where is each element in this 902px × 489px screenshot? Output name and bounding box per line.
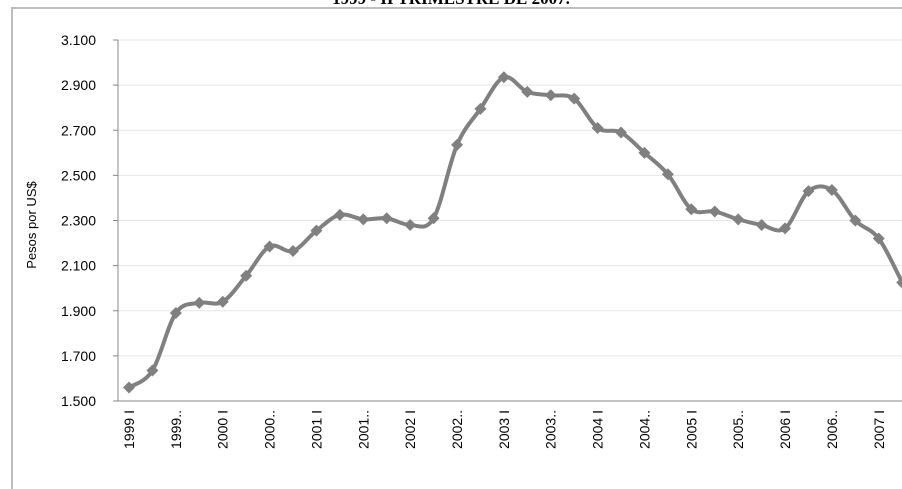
x-tick-label: 2001.. — [355, 410, 371, 449]
x-tick-label: 1999.. — [168, 410, 184, 449]
data-point — [169, 307, 182, 320]
y-tick-label: 2.300 — [61, 213, 96, 229]
data-point — [427, 212, 440, 225]
data-point — [896, 276, 902, 289]
data-point — [568, 92, 581, 105]
x-tick-label: 2004 I — [590, 410, 606, 449]
data-point — [872, 232, 885, 245]
data-point — [779, 222, 792, 235]
data-point — [685, 203, 698, 216]
x-tick-label: 2005.. — [730, 410, 746, 449]
y-tick-label: 3.100 — [61, 32, 96, 48]
data-point — [708, 205, 721, 218]
data-point — [357, 213, 370, 226]
chart-title: 1999 - II TRIMESTRE DE 2007. — [332, 0, 570, 8]
data-point — [193, 296, 206, 309]
data-point — [521, 85, 534, 98]
x-tick-label: 2007 I — [871, 410, 887, 449]
y-tick-label: 1.900 — [61, 303, 96, 319]
x-tick-label: 2006.. — [824, 410, 840, 449]
data-point — [755, 219, 768, 232]
y-axis-label: Pesos por US$ — [24, 181, 39, 269]
y-tick-label: 1.500 — [61, 393, 96, 409]
x-tick-label: 2004.. — [636, 410, 652, 449]
data-point — [638, 146, 651, 159]
x-tick-label: 2003 I — [496, 410, 512, 449]
data-point — [825, 184, 838, 197]
data-point — [216, 295, 229, 308]
data-point — [615, 126, 628, 139]
data-point — [544, 89, 557, 102]
data-point — [123, 381, 135, 394]
data-point — [404, 219, 417, 232]
data-point — [451, 138, 464, 151]
x-tick-label: 2005 I — [683, 410, 699, 449]
x-tick-label: 2000 I — [215, 410, 231, 449]
x-tick-label: 2003.. — [543, 410, 559, 449]
x-tick-label: 2006 I — [777, 410, 793, 449]
y-tick-label: 1.700 — [61, 348, 96, 364]
data-point — [146, 364, 159, 377]
data-point — [591, 121, 604, 134]
data-point — [287, 244, 300, 257]
data-point — [849, 214, 862, 227]
data-point — [310, 224, 323, 237]
data-point — [732, 213, 745, 226]
data-point — [380, 212, 393, 225]
data-line — [127, 74, 902, 390]
y-tick-label: 2.700 — [61, 122, 96, 138]
x-tick-label: 2001 I — [308, 410, 324, 449]
x-tick-label: 1999 I — [121, 410, 137, 449]
data-point — [661, 168, 674, 181]
data-point — [263, 240, 276, 253]
y-tick-label: 2.100 — [61, 258, 96, 274]
y-tick-label: 2.900 — [61, 77, 96, 93]
data-point — [497, 71, 510, 84]
data-point — [240, 269, 253, 282]
data-point — [474, 102, 487, 115]
data-point — [333, 208, 346, 221]
x-tick-label: 2002.. — [449, 410, 465, 449]
data-point — [802, 185, 815, 198]
x-tick-label: 2002 I — [402, 410, 418, 449]
chart-frame — [11, 7, 902, 489]
y-tick-label: 2.500 — [61, 167, 96, 183]
x-tick-label: 2000.. — [262, 410, 278, 449]
